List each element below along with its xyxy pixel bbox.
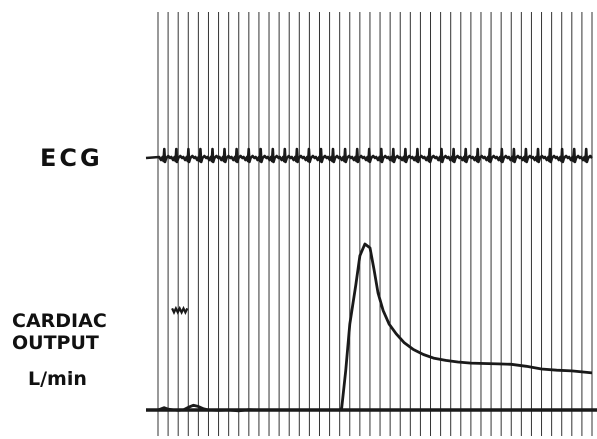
- cardiac-output-label-line2: OUTPUT: [12, 332, 99, 354]
- ecg-trace: [145, 147, 593, 164]
- calibration-mark: [171, 305, 189, 315]
- unit-label: L/min: [28, 368, 87, 390]
- cardiac-output-curve: [157, 242, 593, 413]
- ecg-label: ECG: [40, 144, 103, 172]
- cardiac-output-label-line1: CARDIAC: [12, 310, 107, 332]
